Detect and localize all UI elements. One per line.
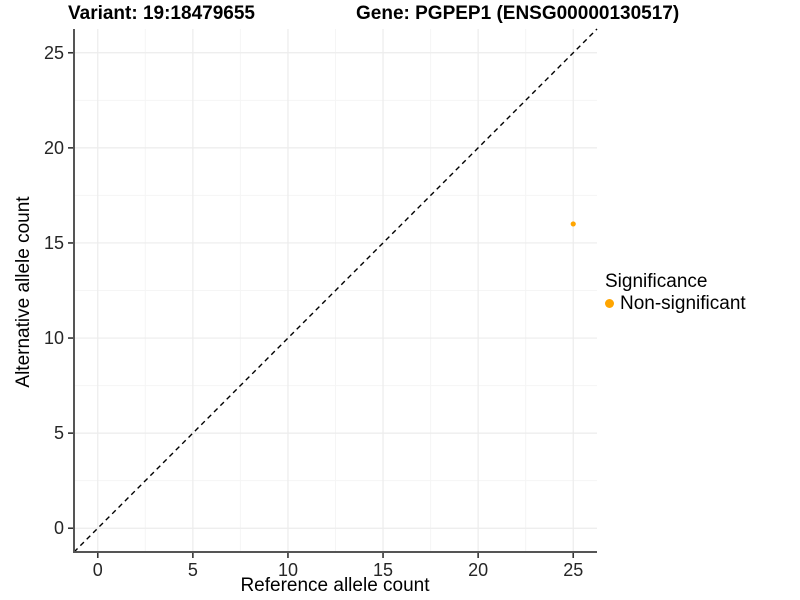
variant-title: Variant: 19:18479655 [68, 3, 255, 24]
legend: Significance Non-significant [605, 271, 746, 314]
y-tick-label: 0 [54, 518, 64, 538]
y-tick-label: 5 [54, 423, 64, 443]
x-tick-label: 5 [188, 560, 198, 580]
legend-point-icon [605, 299, 614, 308]
identity-dashed-line [73, 28, 598, 553]
x-tick-label: 20 [468, 560, 488, 580]
y-tick-label: 10 [44, 328, 64, 348]
legend-item: Non-significant [605, 293, 746, 314]
x-tick-label: 15 [373, 560, 393, 580]
data-point [570, 221, 576, 227]
y-tick-label: 20 [44, 138, 64, 158]
x-tick-label: 0 [93, 560, 103, 580]
x-axis-title: Reference allele count [240, 575, 430, 596]
legend-title: Significance [605, 271, 708, 292]
y-tick-label: 15 [44, 233, 64, 253]
gene-title: Gene: PGPEP1 (ENSG00000130517) [356, 3, 680, 24]
x-tick-label: 25 [563, 560, 583, 580]
legend-item-label: Non-significant [620, 293, 746, 314]
y-tick-label: 25 [44, 43, 64, 63]
x-tick-label: 10 [278, 560, 298, 580]
